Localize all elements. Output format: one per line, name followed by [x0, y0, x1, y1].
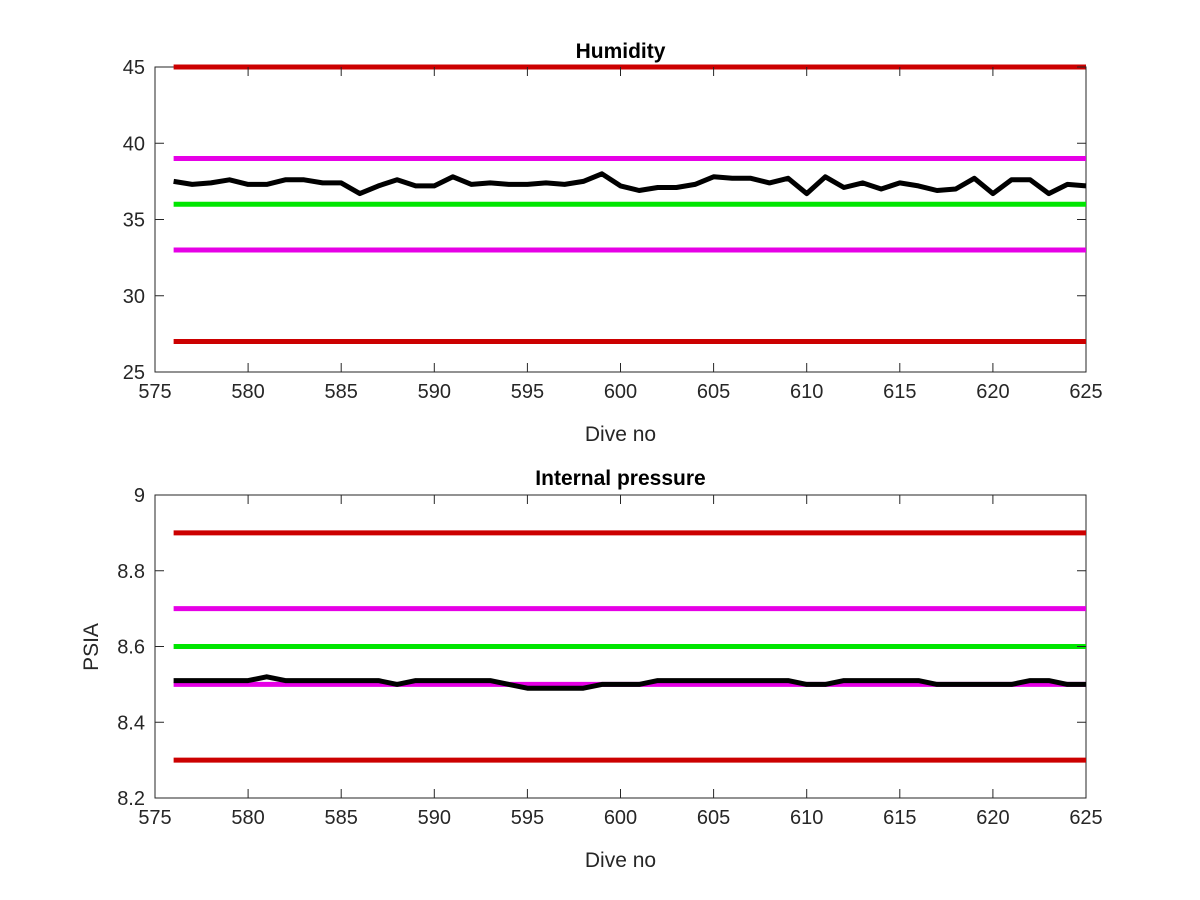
internal-pressure-series — [173, 674, 1086, 691]
humidity-reference-lines — [173, 64, 1086, 344]
internal-pressure-x-tick-label: 590 — [418, 807, 451, 829]
humidity-y-tick-label: 35 — [123, 210, 145, 232]
internal-pressure-x-axis-label: Dive no — [585, 849, 656, 872]
humidity-x-tick-label: 590 — [418, 381, 451, 403]
internal-pressure-title: Internal pressure — [535, 467, 705, 490]
internal-pressure-y-tick-label: 8.2 — [117, 788, 145, 810]
internal-pressure-chart: 575 580 585 590 595 600 605 610 615 620 625 8.2 8.4… — [80, 467, 1103, 872]
internal-pressure-x-tick-label: 605 — [697, 807, 730, 829]
humidity-x-tick-label: 605 — [697, 381, 730, 403]
humidity-y-ticks: 25 30 35 40 45 — [123, 57, 1086, 384]
internal-pressure-x-tick-label: 620 — [976, 807, 1009, 829]
humidity-x-tick-label: 585 — [325, 381, 358, 403]
internal-pressure-x-tick-label: 625 — [1069, 807, 1102, 829]
humidity-y-tick-label: 30 — [123, 286, 145, 308]
internal-pressure-y-tick-label: 8.4 — [117, 712, 145, 734]
humidity-x-axis-label: Dive no — [585, 423, 656, 446]
internal-pressure-x-ticks: 575 580 585 590 595 600 605 610 615 620 625 — [138, 495, 1103, 829]
humidity-y-tick-label: 25 — [123, 362, 145, 384]
humidity-chart: 575 580 585 590 595 600 605 610 615 620 625 25 30 35… — [123, 40, 1103, 446]
internal-pressure-y-tick-label: 8.8 — [117, 561, 145, 583]
humidity-x-tick-label: 600 — [604, 381, 637, 403]
humidity-x-tick-label: 625 — [1069, 381, 1102, 403]
internal-pressure-x-tick-label: 575 — [138, 807, 171, 829]
humidity-x-ticks: 575 580 585 590 595 600 605 610 615 620 625 — [138, 67, 1103, 403]
humidity-title: Humidity — [576, 40, 666, 63]
humidity-x-tick-label: 615 — [883, 381, 916, 403]
humidity-plot-area — [154, 66, 1087, 373]
humidity-data-line — [173, 171, 1087, 197]
internal-pressure-y-axis-label: PSIA — [80, 623, 103, 671]
internal-pressure-y-tick-label: 8.6 — [117, 637, 145, 659]
humidity-x-tick-label: 620 — [976, 381, 1009, 403]
internal-pressure-x-tick-label: 600 — [604, 807, 637, 829]
humidity-y-tick-label: 45 — [123, 57, 145, 79]
internal-pressure-y-ticks: 8.2 8.4 8.6 8.8 9 — [117, 485, 1086, 810]
internal-pressure-x-tick-label: 585 — [325, 807, 358, 829]
humidity-x-tick-label: 575 — [138, 381, 171, 403]
internal-pressure-x-tick-label: 610 — [790, 807, 823, 829]
humidity-series — [173, 171, 1087, 197]
internal-pressure-x-tick-label: 615 — [883, 807, 916, 829]
internal-pressure-y-tick-label: 9 — [134, 485, 145, 507]
internal-pressure-x-tick-label: 595 — [511, 807, 544, 829]
humidity-x-tick-label: 580 — [231, 381, 264, 403]
internal-pressure-x-tick-label: 580 — [231, 807, 264, 829]
humidity-x-tick-label: 595 — [511, 381, 544, 403]
humidity-x-tick-label: 610 — [790, 381, 823, 403]
internal-pressure-data-line — [173, 674, 1086, 691]
humidity-y-tick-label: 40 — [123, 133, 145, 155]
